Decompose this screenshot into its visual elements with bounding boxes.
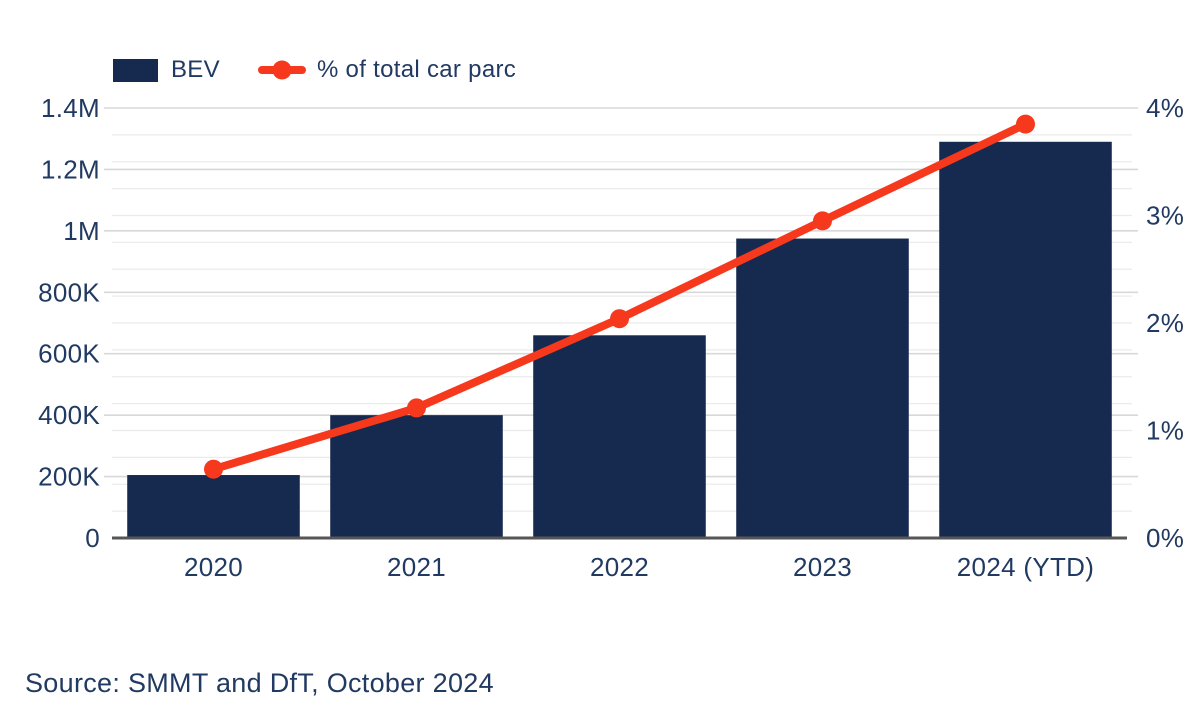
left-axis-label: 0 — [85, 523, 100, 553]
line-point-2020 — [204, 459, 223, 479]
bar-2023 — [736, 238, 909, 539]
axis-labels: 0 200K 400K 600K 800K 1M 1.2M 1.4M 0% 1% 2% 3% 4% 202… — [38, 93, 1184, 582]
right-axis-label: 4% — [1146, 93, 1184, 123]
left-axis-label: 1M — [63, 216, 100, 246]
line-point-2021 — [407, 398, 426, 418]
bev-bars — [127, 141, 1112, 539]
line-point-2023 — [813, 211, 832, 231]
right-axis-label: 3% — [1146, 201, 1184, 231]
left-axis-label: 1.4M — [41, 93, 100, 123]
line-legend-marker-icon — [257, 60, 306, 80]
car-parc-legend-label: % of total car parc — [316, 56, 517, 83]
left-axis-label: 400K — [38, 400, 100, 430]
x-axis-label-2023: 2023 — [793, 552, 852, 582]
left-axis-label: 1.2M — [41, 154, 100, 184]
bev-legend-label: BEV — [171, 56, 220, 83]
x-axis-label-2022: 2022 — [590, 552, 649, 582]
bar-2020 — [127, 475, 300, 538]
left-axis-label: 600K — [38, 339, 100, 369]
right-axis-label: 2% — [1146, 308, 1184, 338]
bar-2024 (YTD) — [939, 141, 1112, 539]
left-axis-label: 800K — [38, 277, 100, 307]
right-axis-label: 1% — [1146, 416, 1184, 446]
right-axis-label: 0% — [1146, 523, 1184, 553]
chart-legend: BEV % of total car parc — [113, 56, 516, 84]
car-parc-line — [204, 114, 1035, 479]
line-point-2024 (YTD) — [1016, 114, 1035, 134]
bev-legend-swatch — [113, 58, 158, 82]
line-point-2022 — [610, 309, 629, 329]
line-legend-dot-icon — [272, 60, 292, 80]
x-axis-label-2020: 2020 — [184, 552, 243, 582]
bar-2022 — [533, 335, 706, 538]
bar-2021 — [330, 415, 503, 538]
x-axis-label-2024 (YTD): 2024 (YTD) — [957, 552, 1094, 582]
x-axis-label-2021: 2021 — [387, 552, 446, 582]
source-caption: Source: SMMT and DfT, October 2024 — [25, 668, 494, 698]
left-axis-label: 200K — [38, 462, 100, 492]
